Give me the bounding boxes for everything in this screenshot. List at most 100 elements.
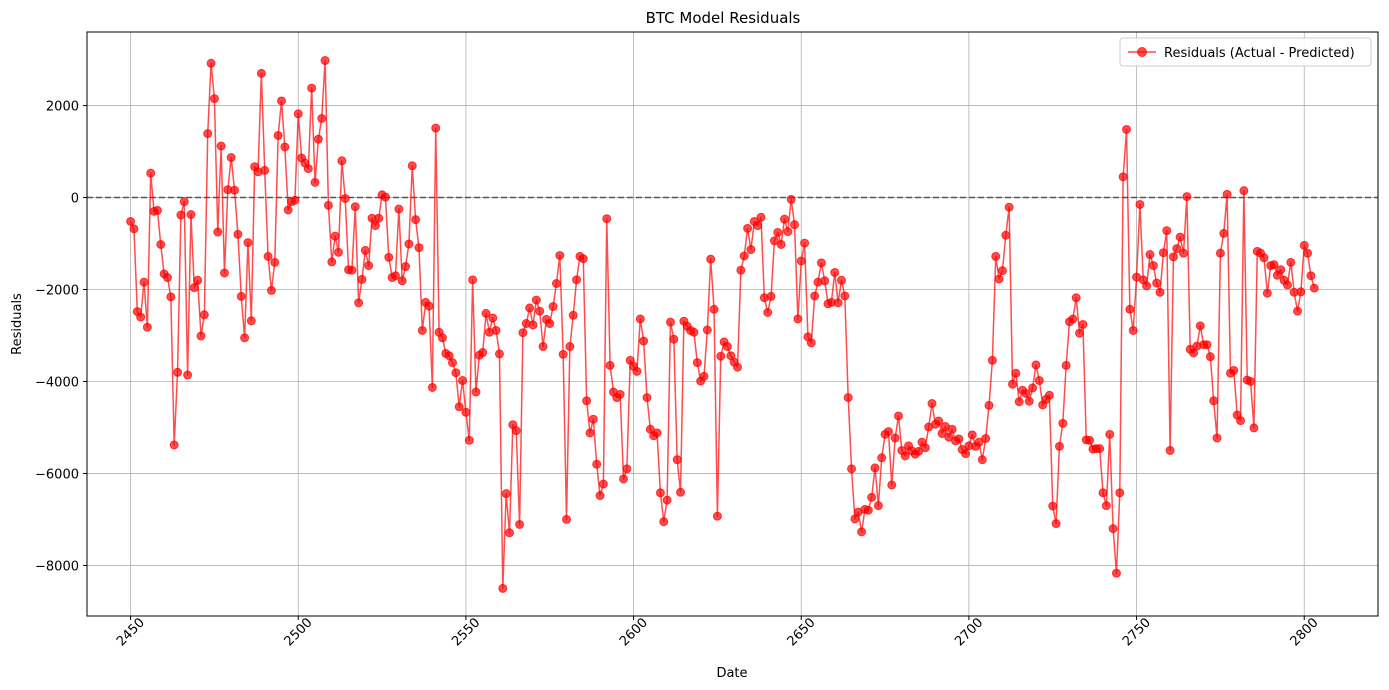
residual-point	[944, 432, 954, 442]
residual-point	[478, 348, 488, 358]
residual-point	[672, 455, 682, 465]
residual-point	[1125, 304, 1135, 314]
residual-point	[619, 474, 629, 484]
residual-point	[779, 214, 789, 224]
residual-point	[1142, 281, 1152, 291]
residual-point	[501, 489, 511, 499]
residual-point	[689, 327, 699, 337]
residual-point	[337, 156, 347, 166]
residual-point	[810, 291, 820, 301]
residual-point	[1259, 253, 1269, 263]
residual-point	[357, 274, 367, 284]
residual-point	[1054, 441, 1064, 451]
residual-point	[622, 464, 632, 474]
y-tick-label: −4000	[35, 375, 79, 390]
residual-point	[260, 165, 270, 175]
residual-point	[642, 393, 652, 403]
residual-point	[665, 317, 675, 327]
residual-point	[555, 250, 565, 260]
residual-point	[676, 487, 686, 497]
residual-point	[867, 492, 877, 502]
residual-point	[716, 351, 726, 361]
residual-point	[1175, 232, 1185, 242]
residual-point	[766, 291, 776, 301]
residual-point	[1269, 260, 1279, 270]
residual-point	[997, 266, 1007, 276]
residual-point	[1239, 186, 1249, 196]
residual-point	[1168, 252, 1178, 262]
residual-point	[404, 239, 414, 249]
residual-point	[176, 210, 186, 220]
residual-point	[307, 83, 317, 93]
residual-point	[1158, 248, 1168, 258]
residual-point	[290, 195, 300, 205]
residual-point	[991, 251, 1001, 261]
residual-point	[146, 168, 156, 178]
residual-point	[246, 316, 256, 326]
residual-point	[598, 479, 608, 489]
residual-point	[692, 358, 702, 368]
residual-point	[615, 389, 625, 399]
residual-point	[987, 355, 997, 365]
residual-point	[417, 325, 427, 335]
residual-point	[883, 427, 893, 437]
residual-point	[706, 254, 716, 264]
residual-point	[857, 527, 867, 537]
residual-point	[293, 109, 303, 119]
residual-point	[1282, 280, 1292, 290]
residual-point	[914, 446, 924, 456]
residual-point	[662, 495, 672, 505]
residual-point	[994, 274, 1004, 284]
residual-point	[545, 319, 555, 329]
residual-point	[320, 56, 330, 66]
residual-point	[1215, 248, 1225, 258]
residual-point	[156, 239, 166, 249]
residual-point	[1299, 240, 1309, 250]
y-tick-label: −8000	[35, 559, 79, 574]
x-axis-title: Date	[716, 666, 747, 681]
residual-point	[169, 440, 179, 450]
residual-point	[535, 306, 545, 316]
y-tick-label: 0	[71, 192, 79, 207]
residual-point	[283, 205, 293, 215]
residual-point	[1071, 293, 1081, 303]
residual-point	[1008, 379, 1017, 389]
residual-point	[890, 433, 900, 443]
residual-point	[454, 402, 464, 412]
residual-point	[830, 268, 840, 277]
residual-point	[947, 424, 957, 434]
residual-point	[562, 514, 572, 524]
residual-point	[199, 310, 209, 320]
residual-point	[783, 227, 793, 237]
residual-point	[1145, 250, 1155, 260]
residual-point	[1155, 287, 1165, 297]
residual-point	[1085, 435, 1095, 445]
residual-point	[471, 387, 481, 397]
residual-point	[226, 153, 236, 163]
residual-point	[558, 349, 568, 359]
residual-point	[1236, 416, 1246, 426]
residual-point	[240, 333, 250, 343]
residual-point	[1135, 199, 1145, 209]
residual-point	[605, 360, 615, 370]
residual-point	[733, 362, 743, 372]
residual-point	[699, 371, 709, 381]
residual-point	[364, 261, 374, 271]
residual-point	[877, 453, 887, 463]
residual-point	[1105, 429, 1115, 439]
residual-point	[1162, 226, 1172, 236]
residual-point	[816, 258, 826, 268]
legend-box	[1119, 37, 1372, 67]
residual-point	[354, 298, 364, 308]
residual-point	[1001, 230, 1011, 240]
residual-point	[1078, 319, 1088, 329]
legend: Residuals (Actual - Predicted)	[1119, 37, 1372, 67]
residual-point	[518, 328, 528, 338]
residual-point	[397, 276, 407, 286]
residual-point	[1048, 501, 1058, 511]
residual-point	[505, 528, 515, 538]
residual-point	[582, 396, 592, 406]
residual-point	[461, 407, 471, 417]
